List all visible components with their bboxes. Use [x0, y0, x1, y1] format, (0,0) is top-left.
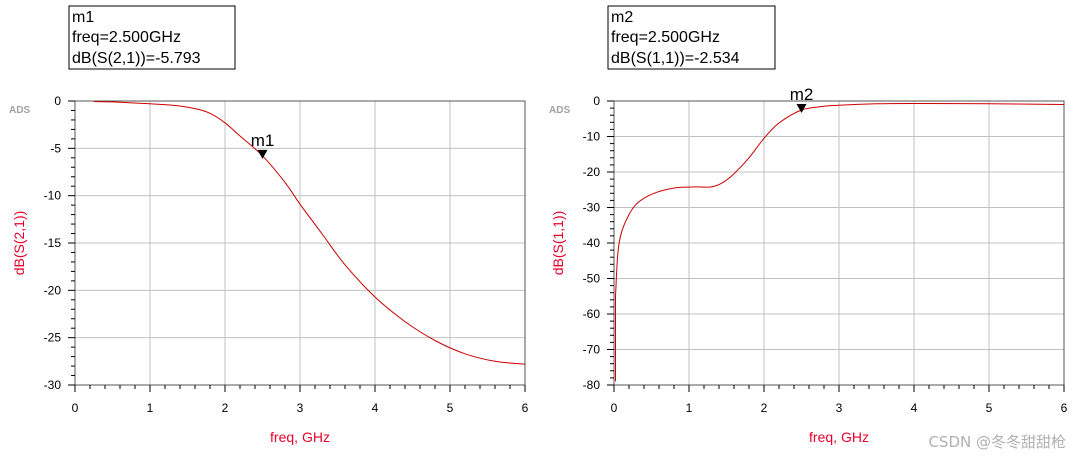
marker-m1-triangle[interactable] [257, 149, 268, 159]
marker-m1-readout[interactable]: m1 freq=2.500GHz dB(S(2,1))=-5.793 [68, 5, 236, 70]
chart-s21-y-tick-label: -30 [44, 378, 62, 392]
chart-s11-y-tick-label: -50 [583, 272, 601, 286]
chart-s21-x-axis-label: freq, GHz [270, 429, 330, 445]
chart-s11-x-tick-label: 1 [686, 401, 693, 415]
chart-s11-x-tick-label: 6 [1061, 401, 1068, 415]
chart-s21-x-tick-label: 4 [372, 401, 379, 415]
marker-m1-readout-value: dB(S(2,1))=-5.793 [72, 50, 201, 67]
chart-s21: 0 1 2 3 4 5 6 0 -5 -10 -15 -20 -25 -30 m1 ADS freq, … [9, 5, 529, 445]
marker-m2-readout-freq: freq=2.500GHz [611, 29, 720, 46]
chart-s11-grid [614, 101, 1064, 385]
marker-m2-readout-name: m2 [611, 9, 633, 26]
chart-s21-y-tick-label: 0 [54, 94, 61, 108]
chart-s21-ads-logo: ADS [9, 105, 30, 116]
chart-s11-ads-logo: ADS [549, 105, 570, 116]
chart-s21-x-tick-label: 3 [297, 401, 304, 415]
marker-m1-readout-freq: freq=2.500GHz [72, 29, 181, 46]
chart-s11-y-tick-label: -30 [583, 201, 601, 215]
chart-s11-x-tick-label: 3 [836, 401, 843, 415]
chart-s11-y-ticks: 0 -10 -20 -30 -40 -50 -60 -70 -80 [583, 94, 614, 392]
chart-s11-y-tick-label: 0 [593, 94, 600, 108]
chart-s11-x-tick-label: 2 [761, 401, 768, 415]
marker-m2-readout-box [607, 5, 776, 70]
chart-s21-y-tick-label: -15 [44, 236, 62, 250]
chart-s11-y-tick-label: -60 [583, 307, 601, 321]
watermark: CSDN @冬冬甜甜枪 [928, 433, 1066, 451]
chart-s11-y-tick-label: -10 [583, 130, 601, 144]
chart-s21-y-ticks: 0 -5 -10 -15 -20 -25 -30 [44, 94, 75, 392]
chart-s21-x-tick-label: 5 [447, 401, 454, 415]
chart-s11-trace [615, 102, 1065, 382]
chart-s11: 0 1 2 3 4 5 6 0 -10 -20 -30 -40 -50 -60 -70 -80 m2 ADS… [549, 5, 1068, 445]
marker-m2-readout-value: dB(S(1,1))=-2.534 [611, 50, 740, 67]
marker-m1-readout-box [68, 5, 236, 70]
chart-s21-y-tick-label: -25 [44, 331, 62, 345]
chart-s11-y-tick-label: -40 [583, 236, 601, 250]
chart-s11-y-axis-label: dB(S(1,1)) [550, 211, 566, 276]
chart-s11-y-tick-label: -70 [583, 343, 601, 357]
chart-s11-x-tick-label: 5 [986, 401, 993, 415]
chart-s21-x-tick-label: 6 [522, 401, 529, 415]
chart-s11-x-tick-label: 0 [611, 401, 618, 415]
chart-s11-x-tick-label: 4 [911, 401, 918, 415]
chart-s21-trace [93, 101, 526, 365]
marker-m1-label[interactable]: m1 [251, 131, 275, 150]
marker-m2-readout[interactable]: m2 freq=2.500GHz dB(S(1,1))=-2.534 [607, 5, 776, 70]
marker-m2-label[interactable]: m2 [790, 85, 814, 104]
chart-s21-y-axis-label: dB(S(2,1)) [11, 211, 27, 276]
chart-s11-x-ticks: 0 1 2 3 4 5 6 [611, 385, 1068, 415]
chart-s11-y-tick-label: -80 [583, 378, 601, 392]
chart-s21-grid [75, 101, 525, 385]
marker-m1-readout-name: m1 [72, 9, 94, 26]
chart-s11-x-axis-label: freq, GHz [809, 429, 869, 445]
chart-s21-y-tick-label: -10 [44, 189, 62, 203]
chart-s21-x-tick-label: 2 [222, 401, 229, 415]
chart-s11-y-tick-label: -20 [583, 165, 601, 179]
chart-s21-x-tick-label: 1 [147, 401, 154, 415]
chart-s21-y-tick-label: -5 [50, 141, 61, 155]
chart-s21-x-tick-label: 0 [72, 401, 79, 415]
chart-s21-y-tick-label: -20 [44, 283, 62, 297]
marker-m2-triangle[interactable] [796, 103, 807, 113]
chart-s21-x-ticks: 0 1 2 3 4 5 6 [72, 385, 529, 415]
